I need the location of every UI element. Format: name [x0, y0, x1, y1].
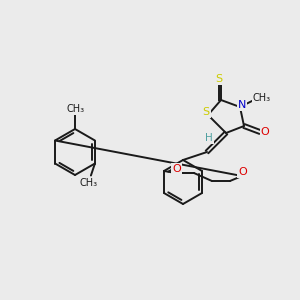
Text: CH₃: CH₃ [80, 178, 98, 188]
Text: CH₃: CH₃ [67, 104, 85, 114]
Text: O: O [172, 164, 181, 174]
Text: S: S [202, 107, 210, 117]
Text: N: N [238, 100, 246, 110]
Text: O: O [238, 167, 247, 177]
Text: S: S [215, 74, 223, 84]
Text: CH₃: CH₃ [253, 93, 271, 103]
Text: H: H [205, 133, 213, 143]
Text: O: O [261, 127, 269, 137]
